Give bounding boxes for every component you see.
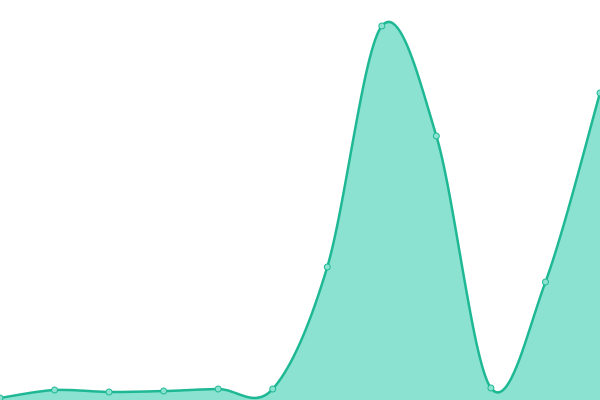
data-point bbox=[0, 394, 4, 400]
data-point bbox=[596, 89, 600, 97]
data-point bbox=[105, 388, 113, 396]
data-point bbox=[160, 387, 168, 395]
data-point bbox=[214, 385, 222, 393]
data-point bbox=[541, 278, 549, 286]
data-point bbox=[487, 384, 495, 392]
area-line bbox=[0, 20, 600, 400]
data-point bbox=[323, 263, 331, 271]
data-point bbox=[269, 385, 277, 393]
data-point bbox=[378, 22, 386, 30]
data-point bbox=[432, 132, 440, 140]
area-fill bbox=[0, 21, 600, 400]
data-point bbox=[51, 386, 59, 394]
